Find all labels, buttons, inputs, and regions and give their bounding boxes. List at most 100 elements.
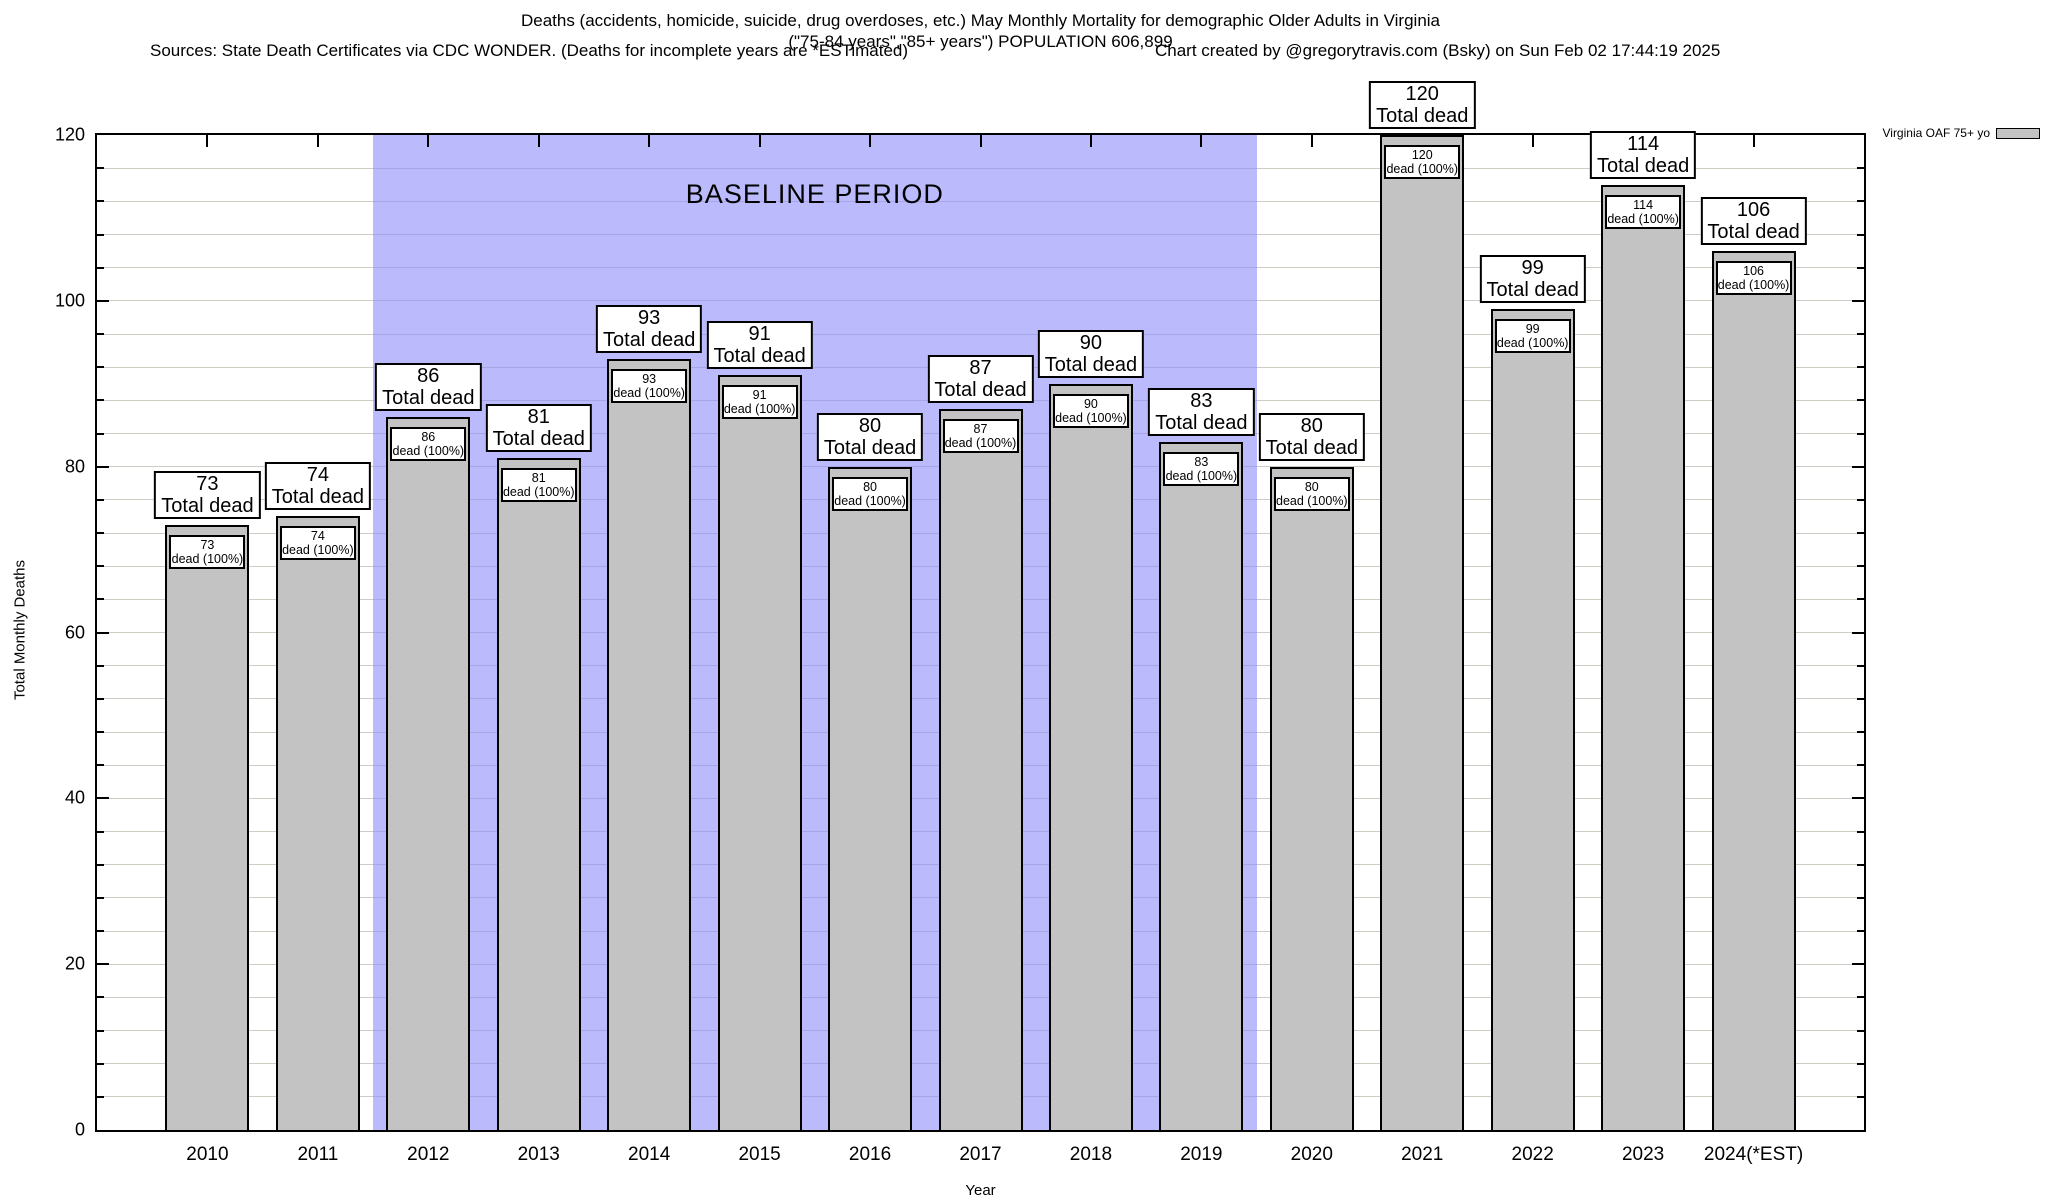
y-axis-tick <box>97 963 109 966</box>
x-tick-label: 2021 <box>1401 1144 1444 1165</box>
bar-2014: 93 dead (100%) <box>607 358 692 1130</box>
y-axis-tick <box>97 598 104 601</box>
y-axis-tick <box>1857 764 1864 767</box>
bar-2013: 81 dead (100%) <box>496 458 581 1130</box>
bar-inner-label: 120 dead (100%) <box>1384 145 1461 179</box>
bar-total-label: 114 Total dead <box>1589 130 1697 179</box>
y-axis-tick <box>97 167 104 170</box>
bar-2018: 90 dead (100%) <box>1048 383 1133 1130</box>
bar-inner-label: 80 dead (100%) <box>832 476 909 511</box>
y-tick-label: 60 <box>64 622 85 642</box>
bar-2011: 74 dead (100%) <box>275 516 360 1130</box>
x-axis-tick <box>869 135 872 147</box>
bar-2021: 120 dead (100%) <box>1380 135 1465 1130</box>
x-tick-label: 2012 <box>407 1144 450 1165</box>
bar-2023: 114 dead (100%) <box>1601 184 1686 1130</box>
y-tick-label: 40 <box>64 787 85 808</box>
plot-area: BASELINE PERIOD 0 20 40 60 80 100 120 73 dead (10… <box>55 81 1866 1165</box>
bar-inner-label: 86 dead (100%) <box>390 426 467 461</box>
x-axis-tick <box>1089 135 1092 147</box>
x-tick-label: 2019 <box>1180 1144 1223 1165</box>
bar-total-label: 80 Total dead <box>816 412 924 461</box>
y-axis-tick <box>1857 1029 1864 1032</box>
y-axis-tick <box>97 465 109 468</box>
y-axis-tick <box>1857 167 1864 170</box>
bar-total-label: 99 Total dead <box>1479 255 1586 304</box>
bar-total-label: 83 Total dead <box>1148 387 1255 436</box>
y-axis-tick <box>1857 399 1864 402</box>
x-axis-tick <box>206 135 209 147</box>
y-axis-tick <box>1857 266 1864 269</box>
bar-total-label: 120 Total dead <box>1369 81 1476 129</box>
y-axis-tick <box>97 830 104 833</box>
bar-2010: 73 dead (100%) <box>165 524 250 1130</box>
y-axis-tick <box>1852 797 1864 800</box>
y-axis-tick <box>1852 963 1864 966</box>
y-axis-tick <box>97 930 104 932</box>
x-tick-label: 2020 <box>1290 1144 1333 1165</box>
x-axis-tick <box>1200 135 1203 147</box>
y-axis-tick <box>97 200 104 203</box>
x-tick-label: 2023 <box>1621 1144 1665 1165</box>
legend: Virginia OAF 75+ yo <box>1882 126 2040 140</box>
bar-inner-label: 93 dead (100%) <box>611 368 688 403</box>
x-tick-label: 2016 <box>848 1144 892 1165</box>
bar-inner-label: 90 dead (100%) <box>1052 393 1129 428</box>
y-axis-tick <box>1857 896 1864 899</box>
y-axis-tick <box>97 664 104 667</box>
y-axis-tick <box>1857 1062 1864 1065</box>
bar-inner-label: 99 dead (100%) <box>1494 319 1571 354</box>
bar-inner-label: 80 dead (100%) <box>1273 476 1350 511</box>
y-axis-tick <box>97 631 109 634</box>
y-axis-tick <box>1852 631 1864 634</box>
y-axis-tick <box>97 1095 104 1098</box>
y-axis-tick <box>1857 697 1864 700</box>
y-axis-tick <box>97 1062 104 1065</box>
bar-inner-label: 87 dead (100%) <box>942 418 1019 453</box>
y-axis-tick <box>97 399 104 402</box>
y-axis-tick <box>1857 1095 1864 1098</box>
x-tick-label: 2015 <box>738 1144 781 1165</box>
y-axis-tick <box>1852 299 1864 302</box>
bar-2019: 83 dead (100%) <box>1159 441 1244 1130</box>
x-axis-tick <box>1752 135 1755 147</box>
bar-inner-label: 106 dead (100%) <box>1715 261 1792 296</box>
y-axis-tick <box>1857 598 1864 601</box>
y-axis-tick <box>97 797 109 800</box>
x-axis-tick <box>1531 135 1534 147</box>
y-tick-label: 0 <box>74 1119 85 1140</box>
y-tick-label: 80 <box>64 456 85 477</box>
y-axis-tick <box>97 996 104 999</box>
y-axis-tick <box>97 432 104 435</box>
bar-total-label: 74 Total dead <box>264 462 372 511</box>
x-axis-tick <box>758 135 761 147</box>
bar-inner-label: 74 dead (100%) <box>279 526 356 561</box>
chart-subtitle: ("75-84 years","85+ years") POPULATION 6… <box>788 32 1173 51</box>
y-axis-tick <box>1857 366 1864 369</box>
y-axis-title: Total Monthly Deaths <box>11 559 29 701</box>
bar-2015: 91 dead (100%) <box>717 375 802 1130</box>
x-tick-label: 2017 <box>959 1144 1002 1165</box>
y-tick-label: 100 <box>54 290 85 311</box>
x-tick-label: 2013 <box>517 1144 560 1165</box>
y-axis-tick <box>97 299 109 302</box>
y-axis-tick <box>1857 830 1864 833</box>
y-axis-tick <box>1857 200 1864 203</box>
bar-inner-label: 73 dead (100%) <box>169 534 246 569</box>
x-tick-label: 2024(*EST) <box>1703 1144 1804 1165</box>
y-axis-tick <box>1857 863 1864 866</box>
bar-total-label: 106 Total dead <box>1700 197 1807 246</box>
bar-total-label: 90 Total dead <box>1037 329 1145 378</box>
chart-title-block: Deaths (accidents, homicide, suicide, dr… <box>95 10 1866 52</box>
bar-2012: 86 dead (100%) <box>386 416 471 1130</box>
y-axis-tick <box>97 233 104 236</box>
y-axis-tick <box>1857 432 1864 435</box>
y-axis-tick <box>1857 565 1864 568</box>
sources-note: Sources: State Death Certificates via CD… <box>150 41 909 60</box>
bar-2020: 80 dead (100%) <box>1269 466 1354 1130</box>
bar-2017: 87 dead (100%) <box>938 408 1023 1130</box>
x-axis-tick <box>537 135 540 147</box>
y-axis-tick <box>97 764 104 767</box>
y-axis-tick <box>97 266 104 269</box>
bar-total-label: 81 Total dead <box>485 404 592 453</box>
